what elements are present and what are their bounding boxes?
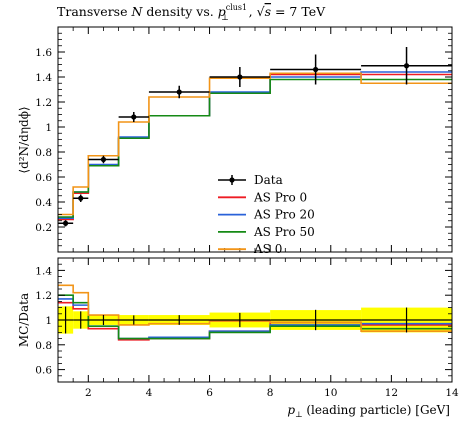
main-y-axis-label: ⟨d²N/dηdϕ⟩: [17, 106, 31, 173]
x-axis-label-sub: ⊥: [295, 410, 303, 419]
series-line-as-pro-50: [58, 78, 452, 218]
main-y-tick-label: 0.6: [35, 172, 52, 184]
ratio-y-axis-label: MC/Data: [17, 293, 31, 347]
main-y-tick-label: 0.8: [35, 147, 52, 159]
data-point: [131, 114, 137, 120]
legend-label-data: Data: [254, 173, 283, 187]
x-tick-label: 2: [85, 387, 92, 399]
title-sqrt: √: [257, 4, 265, 19]
title-mid: density vs.: [142, 4, 217, 19]
legend-swatch-data-marker: [229, 177, 235, 183]
ratio-y-tick-label: 1.4: [35, 265, 52, 277]
main-y-tick-label: 1.2: [35, 97, 52, 109]
title-var-s: s: [265, 4, 271, 19]
ratio-line-as-pro-50: [58, 294, 452, 340]
title-suffix: = 7 TeV: [271, 4, 326, 19]
ratio-y-tick-label: 0.8: [35, 340, 52, 352]
data-point: [176, 89, 182, 95]
x-tick-label: 8: [267, 387, 274, 399]
x-tick-label: 10: [324, 387, 337, 399]
x-tick-label: 12: [385, 387, 398, 399]
x-axis-label-var: p: [287, 403, 295, 417]
ratio-y-tick-label: 1.2: [35, 290, 52, 302]
x-axis-label: p⊥ (leading particle) [GeV]: [287, 403, 450, 419]
legend-label-as-0: AS 0: [253, 242, 282, 256]
main-y-tick-label: 1.4: [35, 72, 52, 84]
legend-label-as-pro-50: AS Pro 50: [253, 225, 315, 239]
main-y-tick-label: 1.6: [35, 47, 52, 59]
ratio-plot-panel: 0.6 0.8 1 1.2 1.4 2 4 6 8 10 12 14 MC/Data: [17, 257, 459, 399]
data-point: [100, 156, 107, 163]
main-y-tick-label: 0.4: [35, 197, 52, 209]
chart-title: Transverse N density vs. pclus1 ⊥, √s = 7…: [57, 3, 326, 22]
x-tick-label: 4: [146, 387, 153, 399]
title-var-n: N: [130, 4, 143, 19]
legend-label-as-pro-20: AS Pro 20: [253, 208, 315, 222]
legend-label-as-pro-0: AS Pro 0: [253, 190, 307, 204]
title-var-p: p: [218, 4, 226, 19]
title-prefix: Transverse: [57, 4, 131, 19]
x-axis-label-rest: (leading particle) [GeV]: [303, 403, 450, 417]
x-tick-label: 14: [445, 387, 459, 399]
data-point: [313, 66, 319, 73]
ratio-y-tick-label: 0.6: [35, 365, 52, 377]
data-point: [62, 220, 69, 226]
title-sep: ,: [249, 4, 257, 19]
main-y-tick-label: 1: [45, 122, 52, 134]
title-sub-p: ⊥: [221, 13, 229, 22]
data-point: [78, 195, 84, 201]
ratio-y-tick-label: 1: [45, 315, 52, 327]
legend: Data AS Pro 0 AS Pro 20 AS Pro 50 AS 0: [218, 173, 315, 256]
title-sup-p: clus1: [226, 3, 247, 12]
data-point: [403, 63, 410, 69]
x-tick-label: 6: [206, 387, 213, 399]
main-plot-panel: 0.2 0.4 0.6 0.8 1 1.2 1.4 1.6 ⟨d²N/dηdϕ⟩: [17, 26, 453, 253]
main-y-tick-label: 0.2: [35, 222, 52, 234]
data-point: [237, 74, 243, 80]
